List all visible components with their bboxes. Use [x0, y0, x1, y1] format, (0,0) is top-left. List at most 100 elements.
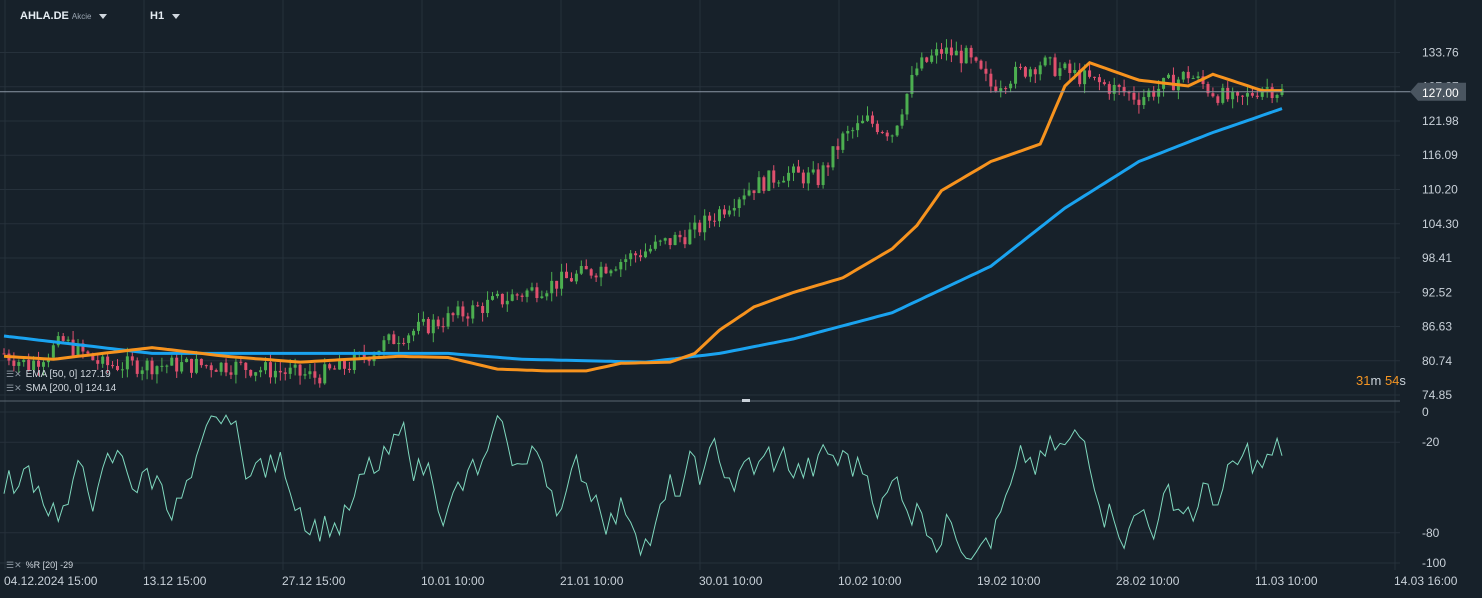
candle-body [407, 335, 411, 344]
time-tick-label: 19.02 10:00 [977, 574, 1041, 588]
candle-body [1265, 87, 1269, 89]
candle-body [979, 60, 983, 69]
price-tick-label: 121.98 [1422, 114, 1459, 128]
candle-body [569, 278, 573, 282]
legend-sma[interactable]: ☰✕ SMA [200, 0] 124.14 [6, 383, 116, 394]
settings-close-icon[interactable]: ☰✕ [6, 383, 22, 393]
wr-tick-label: -100 [1422, 556, 1446, 570]
candle-body [194, 358, 198, 373]
candle-body [1088, 70, 1092, 77]
price-tick-label: 133.76 [1422, 45, 1459, 59]
candle-body [441, 326, 445, 328]
candle-body [2, 353, 6, 355]
candle-body [402, 342, 406, 344]
candle-body [298, 364, 302, 376]
wr-params: [20] [42, 560, 58, 570]
candle-body [964, 47, 968, 64]
candle-body [624, 259, 628, 263]
candle-body [762, 177, 766, 191]
candle-body [22, 359, 26, 363]
candle-body [1231, 91, 1235, 100]
candle-body [629, 253, 633, 260]
legend-ema[interactable]: ☰✕ EMA [50, 0] 127.19 [6, 369, 111, 380]
chevron-down-icon [172, 13, 181, 19]
candle-body [530, 287, 534, 291]
candle-body [426, 318, 430, 334]
candle-body [461, 306, 465, 317]
candle-body [1033, 69, 1037, 75]
settings-close-icon[interactable]: ☰✕ [6, 369, 22, 379]
candle-body [244, 362, 248, 370]
candle-body [106, 356, 110, 366]
candle-body [352, 354, 356, 371]
legend-williams-r[interactable]: ☰✕ %R [20] -29 [6, 560, 73, 571]
candle-body [727, 210, 731, 215]
candle-body [841, 133, 845, 150]
candle-body [278, 370, 282, 373]
candle-body [160, 365, 164, 367]
wr-axis: 0 -20 -80 -100 [1422, 405, 1446, 570]
candle-body [545, 293, 549, 297]
candle-body [796, 166, 800, 173]
candle-countdown: 31m 54s [1356, 373, 1406, 388]
candle-body [259, 370, 263, 373]
candle-body [949, 47, 953, 56]
candle-body [910, 74, 914, 94]
candle-body [224, 362, 228, 373]
price-tick-label: 116.09 [1422, 148, 1458, 162]
candle-body [885, 132, 889, 137]
candle-body [574, 273, 578, 282]
candle-body [673, 234, 677, 246]
candle-body [466, 316, 470, 319]
candle-body [1152, 90, 1156, 97]
candle-body [209, 365, 213, 371]
candle-body [870, 115, 874, 124]
candle-body [619, 262, 623, 270]
price-tick-label: 98.41 [1422, 251, 1452, 265]
candle-body [1023, 67, 1027, 77]
candle-body [920, 57, 924, 69]
candle-body [866, 115, 870, 121]
candle-body [599, 266, 603, 278]
candle-body [1137, 99, 1141, 106]
candle-body [446, 313, 450, 327]
candle-body [268, 362, 272, 378]
candle-body [925, 57, 929, 62]
candle-body [1102, 82, 1106, 85]
candle-body [239, 361, 243, 363]
pane-resize-handle[interactable] [742, 399, 750, 402]
candle-body [185, 358, 189, 363]
candle-body [204, 365, 208, 367]
time-tick-label: 14.03 16:00 [1394, 574, 1458, 588]
candle-body [984, 68, 988, 74]
candle-body [1053, 57, 1057, 76]
candle-body [264, 362, 268, 371]
symbol-selector[interactable]: AHLA.DE Akcie [20, 10, 108, 22]
candle-body [1107, 84, 1111, 94]
candle-body [111, 365, 115, 367]
timeframe-selector[interactable]: H1 [150, 10, 181, 22]
candle-body [32, 360, 36, 370]
candle-body [535, 287, 539, 298]
candle-body [66, 339, 70, 341]
candle-body [392, 334, 396, 345]
candle-body [772, 170, 776, 183]
settings-close-icon[interactable]: ☰✕ [6, 560, 22, 570]
time-axis[interactable]: 04.12.2024 15:00 13.12 15:00 27.12 15:00 10… [4, 574, 1458, 588]
price-axis[interactable]: 74.85 80.74 86.63 92.52 98.41 104.30 110.20 116… [1422, 45, 1459, 402]
candle-body [1275, 94, 1279, 99]
candle-body [915, 68, 919, 75]
candle-body [101, 356, 105, 364]
candle-body [648, 248, 652, 252]
candle-body [1191, 78, 1195, 80]
candle-body [703, 215, 707, 233]
candle-body [1097, 77, 1101, 83]
candle-body [476, 305, 480, 307]
candle-body [416, 321, 420, 331]
candle-body [589, 269, 593, 276]
sma-params: [200, 0] [49, 383, 83, 394]
candle-body [347, 368, 351, 371]
time-tick-label: 27.12 15:00 [282, 574, 346, 588]
candle-body [836, 146, 840, 150]
